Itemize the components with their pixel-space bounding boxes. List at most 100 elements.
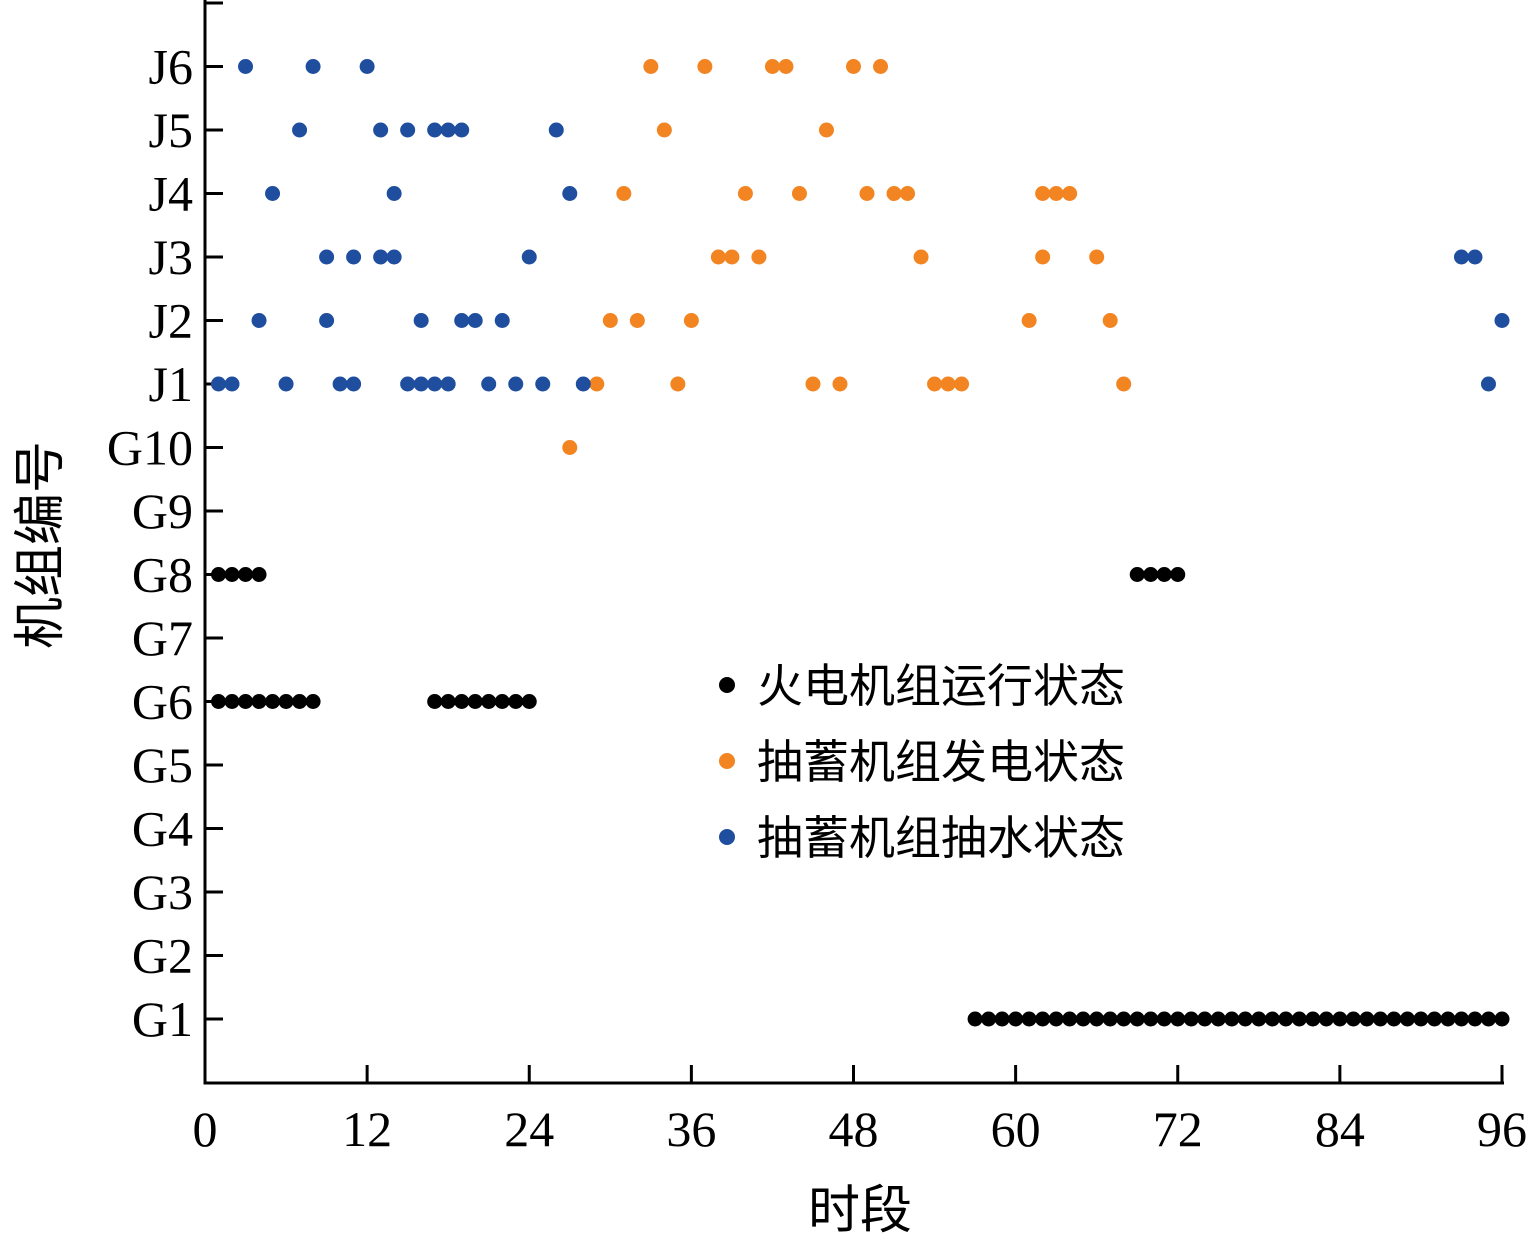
data-point [1089,1011,1105,1027]
y-tick-label: J2 [149,293,193,349]
data-point [278,376,294,392]
x-tick-label: 0 [193,1101,218,1157]
data-point [346,249,362,265]
data-point [1494,313,1510,328]
data-point [1480,376,1496,392]
data-point [1048,1011,1064,1027]
data-point [211,694,227,709]
x-tick-label: 60 [991,1101,1041,1157]
data-point [697,59,713,74]
data-point [805,376,821,392]
data-point [427,376,443,392]
data-point [967,1011,983,1027]
data-point [1008,1011,1024,1027]
data-points [211,59,1510,1027]
data-point [1386,1011,1402,1027]
data-point [670,376,686,392]
data-point [427,694,443,709]
data-point [629,313,645,328]
legend-label: 抽蓄机组抽水状态 [757,811,1125,865]
x-tick-label: 24 [504,1101,554,1157]
data-point [1021,1011,1037,1027]
data-point [778,59,794,74]
data-point [575,376,591,392]
data-point [1345,1011,1361,1027]
data-point [1372,1011,1388,1027]
data-point [305,59,321,74]
legend-marker [719,677,735,693]
data-point [1075,1011,1091,1027]
y-tick-label: J6 [149,39,193,95]
data-point [1183,1011,1199,1027]
data-point [494,694,510,709]
data-point [1426,1011,1442,1027]
data-point [224,376,240,392]
data-point [440,122,456,138]
data-point [1021,313,1037,328]
data-point [251,567,267,582]
data-point [737,186,753,201]
data-point [1035,1011,1051,1027]
data-point [886,186,902,201]
data-point [818,122,834,138]
data-point [467,313,483,328]
y-axis-title: 机组编号 [11,441,71,649]
data-point [373,122,389,138]
data-point [913,249,929,265]
data-point [319,313,335,328]
y-tick-label: G3 [132,864,193,920]
data-point [859,186,875,201]
y-tick-label: J5 [149,102,193,158]
data-point [1467,1011,1483,1027]
data-point [1251,1011,1267,1027]
data-point [292,694,308,709]
data-point [292,122,308,138]
data-point [359,59,375,74]
data-point [1359,1011,1375,1027]
data-point [373,249,389,265]
data-point [440,694,456,709]
data-point [535,376,551,392]
data-point [454,694,470,709]
data-point [710,249,726,265]
y-tick-label: G9 [132,483,193,539]
data-point [319,249,335,265]
data-point [1480,1011,1496,1027]
y-tick-label: G5 [132,737,193,793]
data-point [238,59,254,74]
legend-marker [719,753,735,769]
data-point [1116,376,1132,392]
data-point [602,313,618,328]
x-tick-label: 84 [1315,1101,1365,1157]
data-point [1453,1011,1469,1027]
data-point [1062,186,1078,201]
x-tick-label: 48 [829,1101,879,1157]
data-point [832,376,848,392]
data-point [1332,1011,1348,1027]
data-point [764,59,780,74]
legend-marker [719,829,735,845]
data-point [278,694,294,709]
data-point [400,376,416,392]
y-tick-label: G4 [132,801,193,857]
y-tick-label: J1 [149,356,193,412]
data-point [1035,186,1051,201]
data-point [873,59,889,74]
data-point [589,376,605,392]
data-point [1237,1011,1253,1027]
data-point [1143,567,1159,582]
data-point [211,567,227,582]
data-point [1399,1011,1415,1027]
y-tick-label: J3 [149,229,193,285]
data-point [1278,1011,1294,1027]
data-point [1089,249,1105,265]
data-point [1453,249,1469,265]
data-point [900,186,916,201]
data-point [751,249,767,265]
data-point [224,567,240,582]
data-point [791,186,807,201]
data-point [224,694,240,709]
